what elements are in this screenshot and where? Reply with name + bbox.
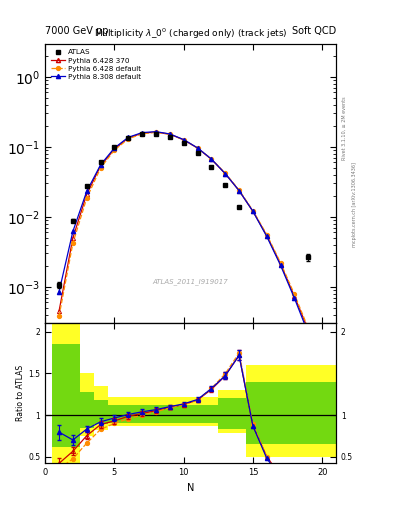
Bar xyxy=(52,324,66,465)
Text: 7000 GeV pp: 7000 GeV pp xyxy=(45,26,109,36)
Text: Rivet 3.1.10, ≥ 2M events: Rivet 3.1.10, ≥ 2M events xyxy=(342,96,347,160)
Y-axis label: Ratio to ATLAS: Ratio to ATLAS xyxy=(17,366,26,421)
Bar xyxy=(218,398,246,429)
Bar xyxy=(94,400,108,424)
Bar xyxy=(94,386,108,430)
Bar xyxy=(52,344,66,446)
Bar xyxy=(246,365,315,457)
Bar xyxy=(246,382,315,444)
Bar xyxy=(315,365,336,457)
X-axis label: N: N xyxy=(187,483,194,493)
Bar xyxy=(218,390,246,433)
Bar xyxy=(66,344,80,446)
Bar xyxy=(80,392,94,428)
Bar xyxy=(80,373,94,436)
Legend: ATLAS, Pythia 6.428 370, Pythia 6.428 default, Pythia 8.308 default: ATLAS, Pythia 6.428 370, Pythia 6.428 de… xyxy=(49,47,143,82)
Text: Multiplicity $\lambda\_0^0$ (charged only) (track jets): Multiplicity $\lambda\_0^0$ (charged onl… xyxy=(94,26,287,41)
Text: Soft QCD: Soft QCD xyxy=(292,26,336,36)
Bar xyxy=(108,397,218,426)
Text: mcplots.cern.ch [arXiv:1306.3436]: mcplots.cern.ch [arXiv:1306.3436] xyxy=(352,162,357,247)
Bar xyxy=(108,405,218,422)
Bar xyxy=(66,324,80,465)
Bar xyxy=(315,382,336,444)
Text: ATLAS_2011_I919017: ATLAS_2011_I919017 xyxy=(153,278,228,285)
